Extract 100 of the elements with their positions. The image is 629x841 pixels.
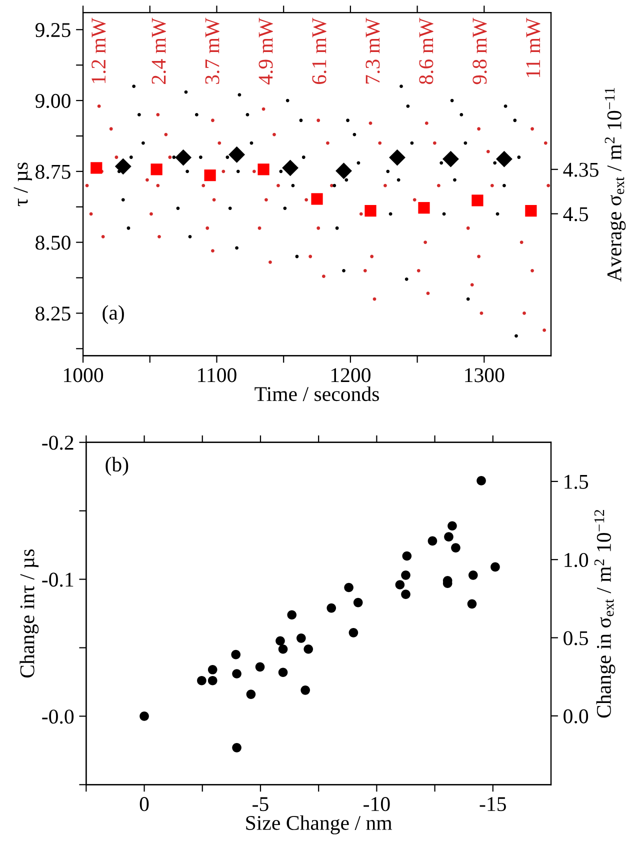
point [453, 178, 456, 182]
point [342, 268, 346, 272]
point [336, 162, 352, 180]
point [401, 570, 410, 580]
annotation: 4.9 mW [258, 18, 273, 84]
point [299, 118, 303, 122]
point [246, 690, 256, 699]
point [460, 113, 464, 116]
point [296, 633, 306, 643]
annotation: 9.8 mW [472, 18, 487, 84]
point [132, 84, 136, 88]
point [311, 193, 323, 205]
point [356, 161, 360, 165]
point [386, 170, 390, 174]
point [440, 161, 444, 165]
point [513, 118, 517, 122]
point [283, 206, 287, 210]
annotation: 11 mW [526, 18, 540, 78]
point [496, 150, 512, 168]
point [204, 169, 216, 182]
point [238, 93, 242, 97]
point [258, 164, 270, 176]
point [348, 628, 358, 638]
y-tick-label: 8.25 [36, 306, 70, 321]
point [352, 132, 356, 136]
y-tick-label: -0.1 [42, 572, 74, 587]
point [395, 580, 405, 590]
y2-tick-label: 1.0 [564, 552, 588, 568]
y-tick-label: -0.2 [42, 436, 74, 450]
point [468, 570, 478, 580]
point [525, 204, 537, 217]
point [490, 562, 500, 572]
point [140, 712, 149, 721]
point [231, 650, 241, 660]
point [176, 206, 180, 210]
y-tick-label: 9.25 [35, 23, 70, 38]
point [466, 297, 470, 301]
point [121, 198, 125, 202]
point [194, 113, 198, 116]
y-tick-label: 8.50 [36, 236, 70, 250]
point [406, 104, 410, 108]
point [451, 543, 460, 552]
point [126, 226, 130, 230]
point [228, 146, 246, 163]
point [282, 160, 298, 176]
point [332, 184, 336, 188]
point [467, 599, 477, 609]
point [137, 113, 141, 116]
annotation: (b) [106, 456, 128, 476]
point [188, 234, 192, 238]
annotation: 8.6 mW [419, 18, 434, 84]
point [353, 598, 363, 608]
x-tick-label: -5 [252, 797, 268, 812]
y2-tick-label: 0.0 [564, 709, 588, 724]
point [114, 158, 132, 175]
x-tick-label: -15 [480, 797, 506, 812]
point [175, 149, 192, 166]
x-tick-label: 0 [140, 797, 149, 812]
point [197, 676, 206, 686]
point [388, 212, 392, 216]
y-tick-label: 9.00 [35, 94, 70, 108]
y2-tick-label: 4.35 [563, 162, 598, 177]
point [302, 156, 306, 159]
point [404, 277, 408, 281]
x-axis-title: Size Change / nm [246, 815, 392, 834]
y2-tick-label: 0.5 [564, 631, 588, 646]
point [344, 582, 354, 592]
point [226, 156, 230, 159]
point [287, 610, 297, 620]
point [291, 184, 295, 188]
point [304, 644, 314, 654]
point [255, 662, 265, 672]
point [278, 668, 288, 678]
y-tick-label: 8.75 [36, 164, 70, 179]
point [286, 98, 290, 102]
point [442, 150, 459, 168]
point [389, 149, 406, 166]
point [246, 113, 250, 116]
y-tick-label: -0.0 [42, 710, 74, 724]
point [502, 184, 506, 188]
point [208, 676, 218, 686]
point [228, 206, 232, 210]
point [401, 590, 410, 599]
x-tick-label: 1100 [198, 368, 236, 382]
point [364, 204, 376, 217]
y-axis-title: Change inτ / µs [20, 549, 39, 678]
point [402, 551, 412, 561]
y2-axis-title: Average σ$_{ext}$ / m$^{2}$ 10$^{−11}$ [604, 88, 626, 282]
point [448, 521, 457, 531]
point [279, 170, 283, 174]
point [172, 156, 176, 159]
annotation: 7.3 mW [366, 18, 380, 84]
point [150, 164, 162, 176]
point [444, 532, 454, 542]
point [198, 156, 202, 159]
point [504, 104, 508, 108]
point [129, 156, 133, 159]
point [476, 476, 486, 486]
point [410, 141, 414, 145]
point [278, 644, 288, 654]
